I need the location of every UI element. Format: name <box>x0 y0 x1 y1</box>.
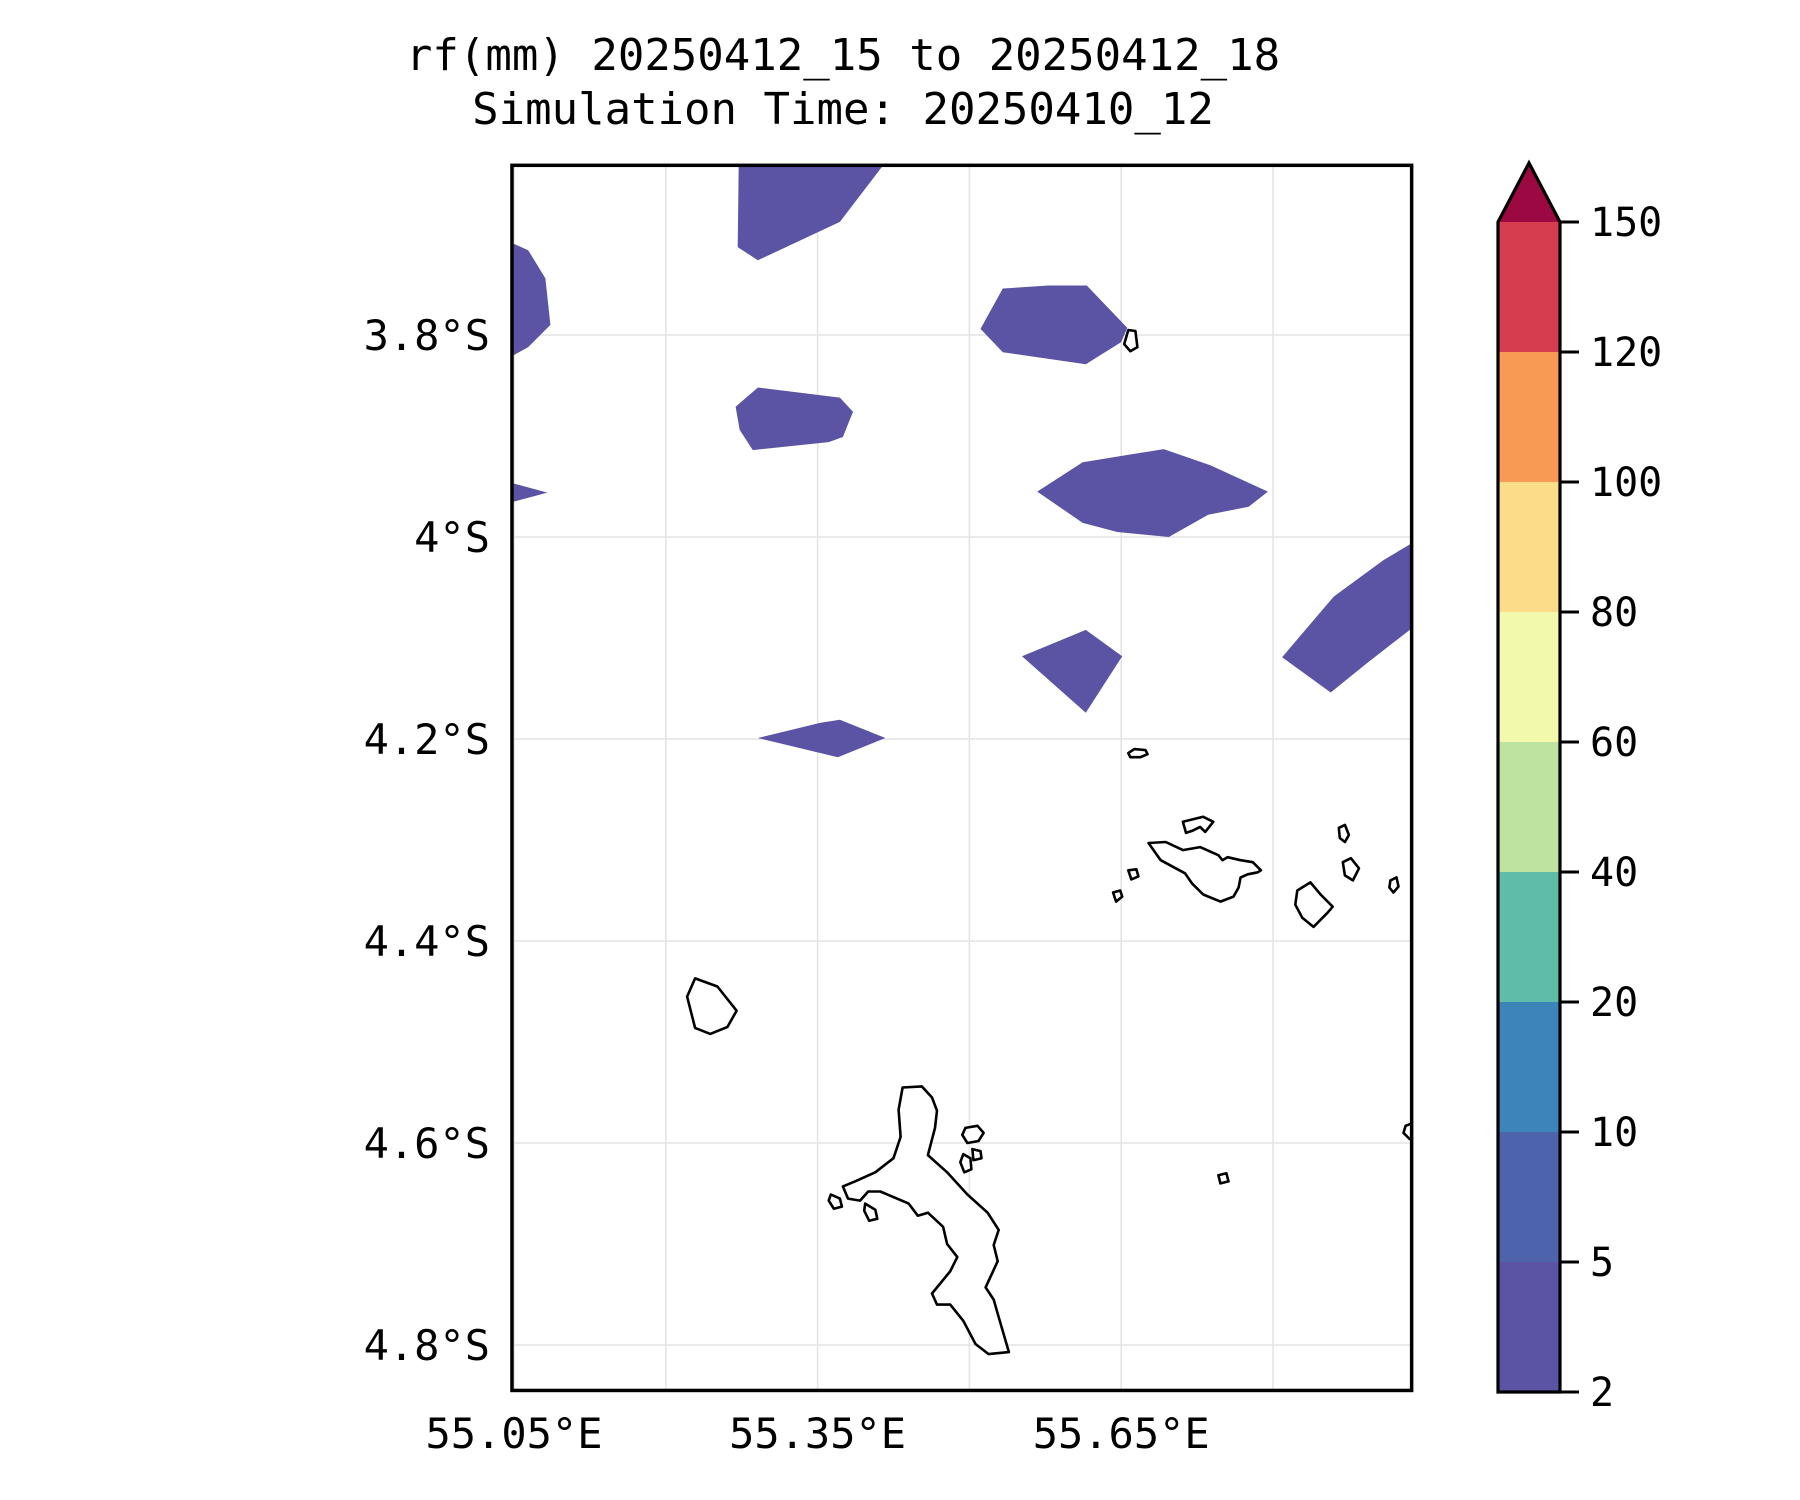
rain-region-2-5mm <box>737 165 883 261</box>
island-outline <box>960 1124 985 1145</box>
lat-tick-label: 4.6°S <box>364 1119 490 1168</box>
island-outline <box>1217 1172 1230 1185</box>
rain-region-2-5mm <box>1282 543 1412 693</box>
colorbar-tick-label: 40 <box>1590 850 1638 896</box>
coastlines <box>685 328 1412 1356</box>
graticule-gridlines <box>511 165 1412 1391</box>
lon-tick-label: 55.35°E <box>729 1409 906 1458</box>
colorbar-tick-label: 10 <box>1590 1110 1638 1156</box>
map-background <box>511 165 1412 1391</box>
lat-tick-label: 4°S <box>414 513 490 562</box>
rainfall-contours <box>511 165 1412 758</box>
lat-axis-labels: 3.8°S 4°S 4.2°S 4.4°S 4.6°S 4.8°S <box>364 311 490 1370</box>
island-outline <box>1388 876 1400 894</box>
colorbar-segment <box>1498 1132 1560 1262</box>
island-outline <box>862 1202 879 1223</box>
colorbar-ticks <box>1560 220 1579 1394</box>
lat-tick-label: 4.2°S <box>364 715 490 764</box>
colorbar-segment <box>1498 612 1560 742</box>
lon-axis-labels: 55.05°E 55.35°E 55.65°E <box>425 1409 1209 1458</box>
colorbar-outline <box>1496 159 1562 1394</box>
island-outline <box>1294 881 1334 929</box>
island-outline <box>827 1193 844 1210</box>
chart-subtitle: Simulation Time: 20250410_12 <box>472 84 1214 135</box>
rain-region-2-5mm <box>980 285 1128 365</box>
rain-region-2-5mm <box>511 242 551 357</box>
map-border <box>510 163 1414 1393</box>
colorbar-tick-label: 2 <box>1590 1370 1614 1416</box>
island-outline <box>1181 815 1215 835</box>
rain-region-2-5mm <box>511 483 548 503</box>
colorbar-segment <box>1498 872 1560 1002</box>
colorbar-segment <box>1498 1262 1560 1392</box>
chart-title: rf(mm) 20250412_15 to 20250412_18 <box>405 30 1281 81</box>
colorbar-tick-label: 5 <box>1590 1240 1614 1286</box>
colorbar-tick-label: 20 <box>1590 980 1638 1026</box>
lon-tick-label: 55.05°E <box>425 1409 602 1458</box>
island-outline <box>971 1147 983 1162</box>
colorbar-segment <box>1498 1002 1560 1132</box>
island-outline <box>1147 840 1263 903</box>
rain-region-2-5mm <box>1022 629 1123 713</box>
rain-region-2-5mm <box>757 719 886 758</box>
colorbar: 2 5 10 20 40 60 80 100 120 150 <box>1496 159 1662 1416</box>
lat-tick-label: 4.4°S <box>364 917 490 966</box>
colorbar-tick-label: 120 <box>1590 330 1662 376</box>
island-outline <box>685 977 738 1036</box>
rain-region-2-5mm <box>1037 449 1268 537</box>
island-outline <box>1341 856 1361 882</box>
lon-tick-label: 55.65°E <box>1033 1409 1210 1458</box>
island-outline <box>1402 1122 1412 1141</box>
lat-tick-label: 3.8°S <box>364 311 490 360</box>
island-outline <box>958 1152 973 1174</box>
island-outline <box>1127 867 1140 881</box>
lat-tick-label: 4.8°S <box>364 1321 490 1370</box>
colorbar-segment <box>1498 742 1560 872</box>
colorbar-tick-labels: 2 5 10 20 40 60 80 100 120 150 <box>1590 200 1662 1416</box>
rain-region-2-5mm <box>735 387 853 451</box>
colorbar-tick-label: 150 <box>1590 200 1662 246</box>
island-outline <box>1122 328 1139 353</box>
colorbar-segment <box>1498 222 1560 352</box>
island-outline <box>1337 823 1351 844</box>
colorbar-tick-label: 60 <box>1590 720 1638 766</box>
colorbar-over-arrow <box>1498 163 1560 222</box>
colorbar-segment <box>1498 482 1560 612</box>
colorbar-segment <box>1498 352 1560 482</box>
island-outline <box>1111 889 1124 903</box>
island-outline <box>841 1085 1011 1356</box>
island-outline <box>1127 747 1149 759</box>
colorbar-tick-label: 100 <box>1590 460 1662 506</box>
colorbar-tick-label: 80 <box>1590 590 1638 636</box>
